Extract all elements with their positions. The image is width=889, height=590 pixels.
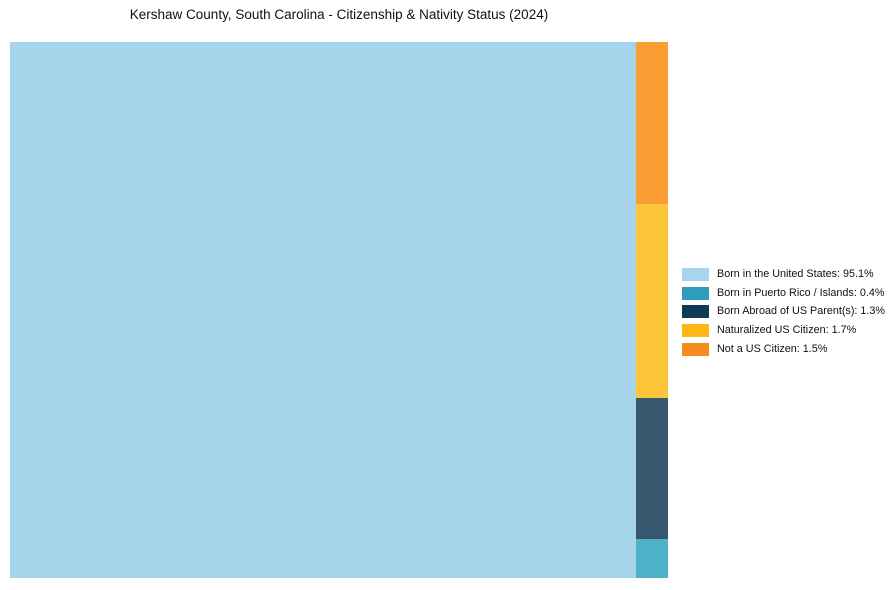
legend-label-naturalized-us-citizen: Naturalized US Citizen: 1.7% bbox=[717, 324, 857, 337]
legend-item-born-in-us: Born in the United States: 95.1% bbox=[682, 268, 885, 281]
legend-label-born-in-puerto-rico-islands: Born in Puerto Rico / Islands: 0.4% bbox=[717, 286, 885, 299]
legend-item-not-a-us-citizen: Not a US Citizen: 1.5% bbox=[682, 342, 885, 356]
treemap-rect-born-in-us bbox=[10, 42, 636, 578]
legend-item-born-abroad-us-parents: Born Abroad of US Parent(s): 1.3% bbox=[682, 305, 886, 319]
treemap-rect-not-a-us-citizen bbox=[636, 42, 668, 204]
legend-swatch-not-a-us-citizen bbox=[682, 342, 709, 356]
treemap-plot bbox=[10, 42, 668, 578]
legend-swatch-born-in-puerto-rico-islands bbox=[682, 286, 709, 300]
chart-title: Kershaw County, South Carolina - Citizen… bbox=[129, 7, 549, 22]
treemap-rect-born-in-puerto-rico-islands bbox=[636, 539, 668, 578]
legend-label-not-a-us-citizen: Not a US Citizen: 1.5% bbox=[717, 342, 828, 355]
legend-swatch-naturalized-us-citizen bbox=[682, 324, 709, 338]
treemap-rect-naturalized-us-citizen bbox=[636, 204, 668, 398]
legend-swatch-born-in-us bbox=[682, 268, 709, 281]
legend-item-born-in-puerto-rico-islands: Born in Puerto Rico / Islands: 0.4% bbox=[682, 286, 885, 300]
legend-label-born-abroad-us-parents: Born Abroad of US Parent(s): 1.3% bbox=[717, 305, 886, 318]
legend-swatch-born-abroad-us-parents bbox=[682, 305, 709, 319]
legend-item-naturalized-us-citizen: Naturalized US Citizen: 1.7% bbox=[682, 324, 885, 338]
legend-label-born-in-us: Born in the United States: 95.1% bbox=[717, 268, 874, 280]
legend: Born in the United States: 95.1% Born in… bbox=[682, 268, 885, 361]
treemap-rect-born-abroad-us-parents bbox=[636, 398, 668, 539]
